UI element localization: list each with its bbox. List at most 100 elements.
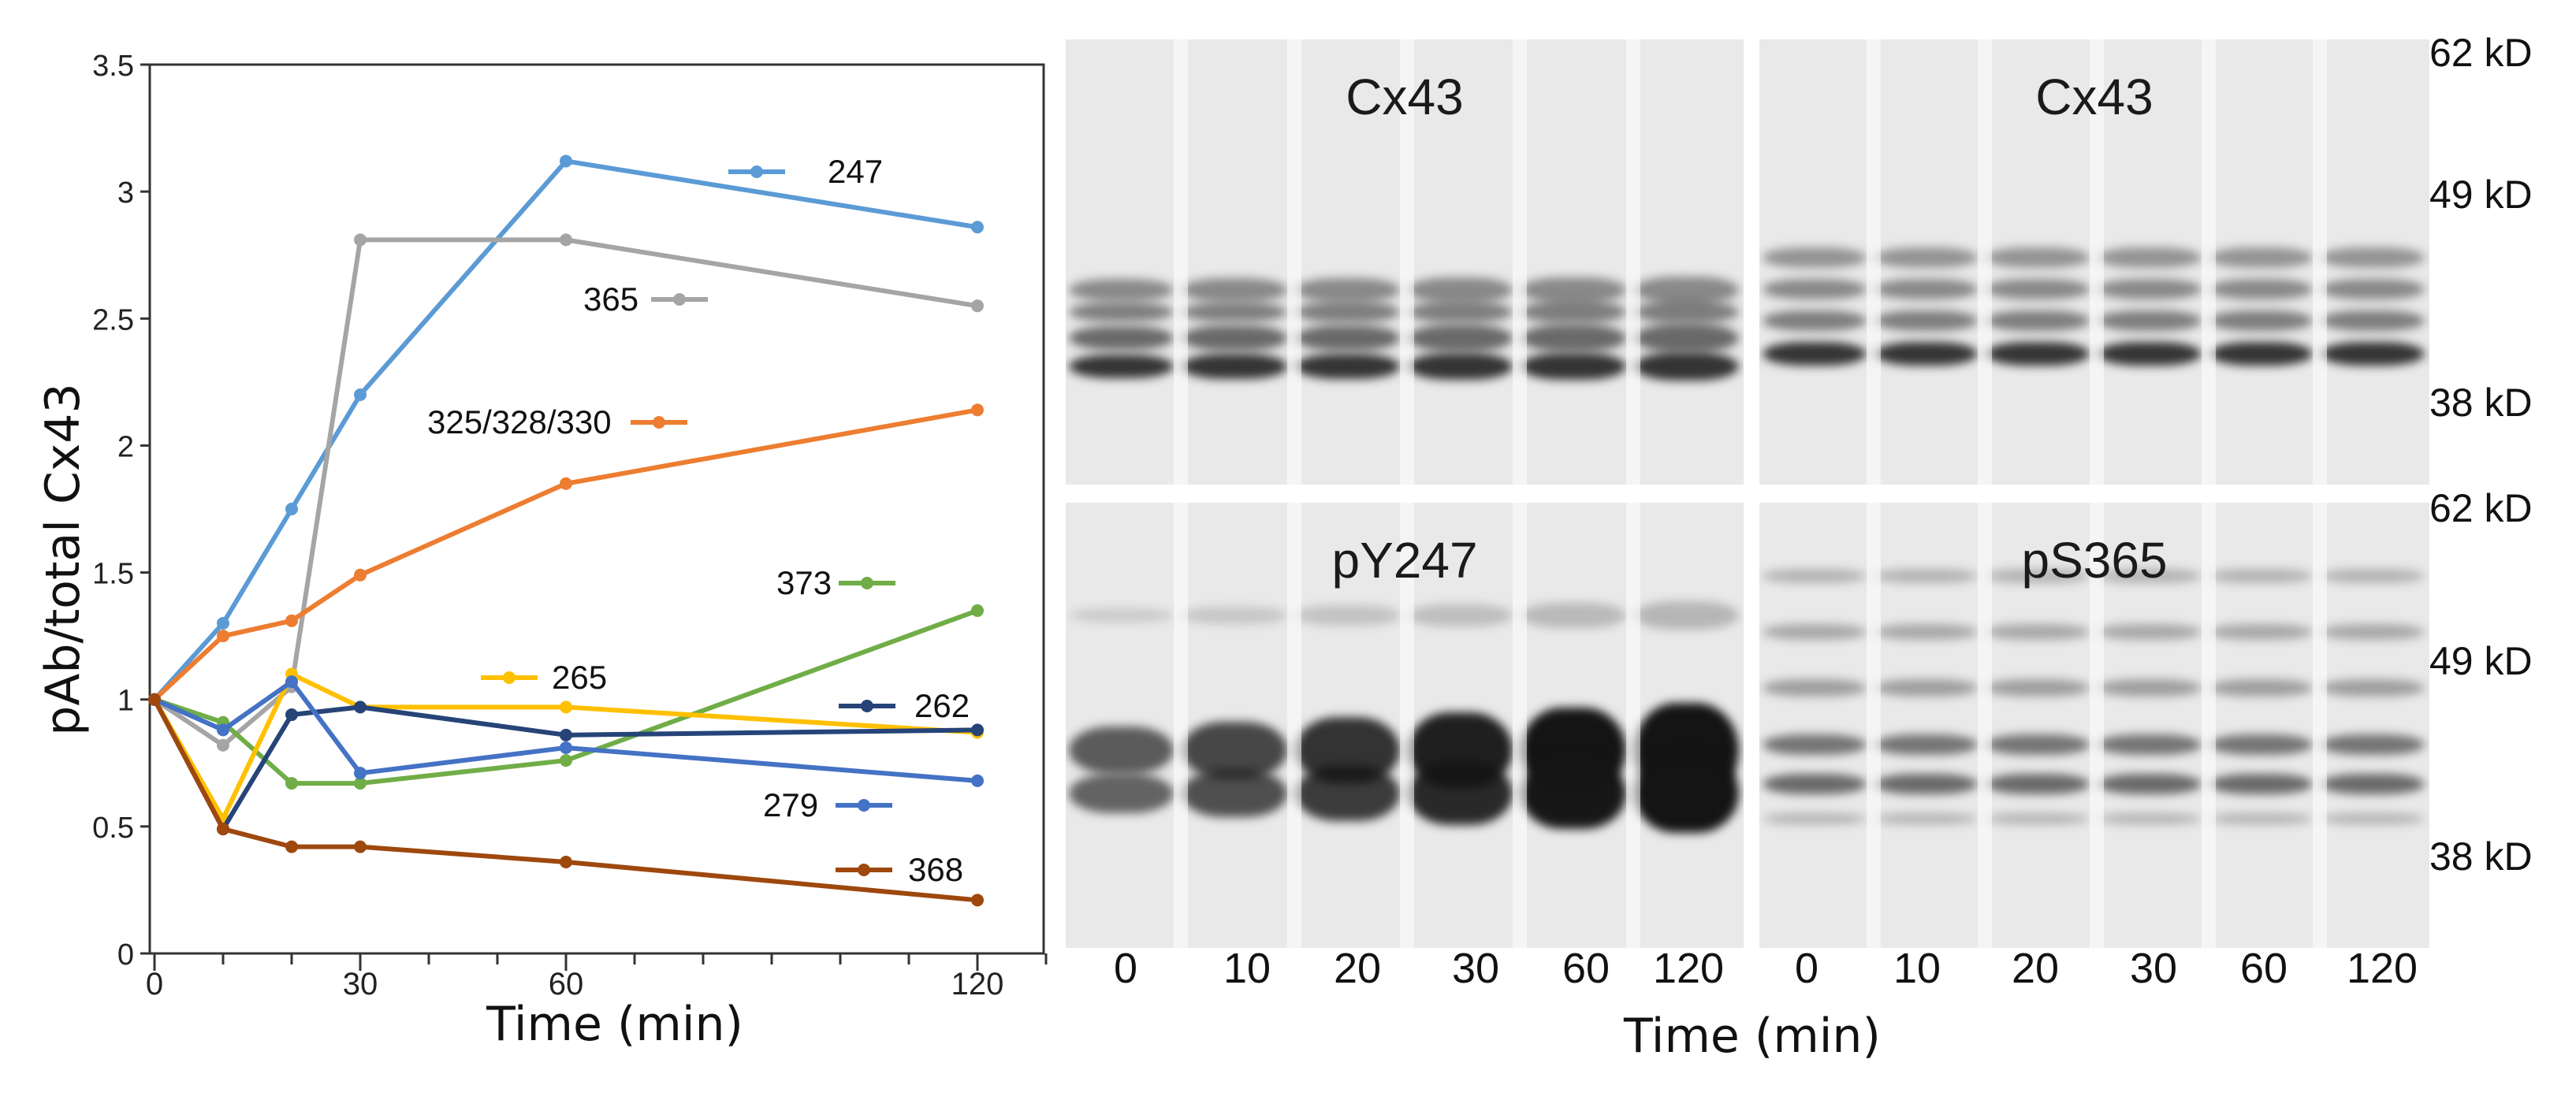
data-point (560, 855, 572, 868)
protein-band (1763, 310, 1867, 331)
lane-separator (1174, 39, 1189, 485)
data-point (354, 701, 367, 714)
lane-separator (1978, 503, 1993, 948)
blot-panel-cx43-left: Cx43 (1066, 39, 1744, 485)
lane-label: 20 (2011, 945, 2060, 992)
protein-band (1874, 774, 1979, 794)
protein-band (2321, 624, 2425, 640)
protein-band (1874, 734, 1979, 755)
lane-label: 60 (2239, 945, 2288, 992)
protein-band (2321, 569, 2425, 583)
protein-band (1069, 727, 1174, 774)
protein-band (2321, 342, 2425, 366)
protein-band (1182, 354, 1287, 379)
protein-band (2321, 310, 2425, 331)
protein-band (2098, 679, 2202, 697)
protein-band (2098, 624, 2202, 640)
lane-separator (2201, 503, 2216, 948)
protein-band (1294, 325, 1400, 351)
protein-band (2321, 734, 2425, 755)
protein-band (2209, 279, 2314, 299)
legend-marker (503, 671, 516, 684)
protein-band (1763, 569, 1867, 583)
legend-label: 247 (828, 153, 883, 190)
blot-title: pS365 (2021, 532, 2168, 589)
legend-label: 325/328/330 (427, 403, 612, 440)
protein-band (1069, 326, 1174, 350)
blot-x-axis-label: Time (min) (1624, 1009, 1881, 1064)
protein-band (1874, 679, 1979, 697)
lane-separator (1400, 503, 1414, 948)
line-chart: 0 0.5 1 1.5 2 2.5 3 3.5 0 30 60 120 247 365 325/328/3… (35, 50, 1048, 1052)
protein-band (1408, 325, 1513, 351)
protein-band (1294, 766, 1400, 821)
y-tick-label: 2.5 (92, 303, 134, 336)
y-tick-label: 2 (117, 430, 134, 463)
protein-band (1763, 774, 1867, 794)
data-point (560, 728, 572, 741)
blot-lane (1763, 503, 1867, 948)
protein-band (1874, 247, 1979, 268)
data-point (354, 568, 367, 582)
data-point (217, 617, 229, 630)
data-point (354, 777, 367, 790)
data-point (971, 403, 984, 417)
protein-band (1874, 342, 1979, 366)
marker-62kd-top: 62 kD (2429, 31, 2533, 75)
protein-band (1874, 569, 1979, 583)
protein-band (1986, 734, 2090, 755)
protein-band (1521, 301, 1626, 323)
legend-label: 365 (583, 281, 638, 318)
blot-lane (1521, 39, 1626, 485)
protein-band (1633, 601, 1739, 630)
blot-lane (1069, 503, 1174, 948)
lane-label: 120 (1652, 945, 1725, 992)
lane-label: 10 (1893, 945, 1941, 992)
data-point (285, 777, 298, 790)
protein-band (1408, 277, 1513, 303)
legend-marker (861, 577, 873, 589)
blot-lane (1294, 503, 1400, 948)
legend-label: 368 (908, 851, 963, 888)
protein-band (2209, 813, 2314, 824)
lane-separator (1400, 39, 1414, 485)
y-axis-label: pAb/total Cx43 (35, 383, 91, 735)
data-point (354, 840, 367, 853)
lane-separator (1625, 39, 1640, 485)
protein-band (1069, 608, 1174, 622)
protein-band (2209, 734, 2314, 755)
blot-lane (2321, 503, 2425, 948)
blot-title: Cx43 (1346, 69, 1464, 125)
y-tick-label: 0 (117, 938, 134, 972)
blot-lane (1633, 39, 1739, 485)
x-axis-label: Time (min) (486, 997, 743, 1052)
protein-band (1874, 279, 1979, 299)
marker-62kd-bottom: 62 kD (2429, 486, 2533, 530)
legend-marker (750, 165, 763, 178)
protein-band (2209, 569, 2314, 583)
blot-lane (1633, 503, 1739, 948)
protein-band (1182, 770, 1287, 817)
blot-panel-cx43-right: Cx43 (1759, 39, 2429, 485)
lane-label: 10 (1223, 945, 1271, 992)
data-point (285, 614, 298, 627)
data-point (354, 767, 367, 780)
series-line-265 (152, 671, 978, 822)
blot-title: pY247 (1331, 532, 1478, 589)
marker-49kd-bottom: 49 kD (2429, 639, 2533, 683)
lane-separator (1286, 503, 1301, 948)
data-point (560, 154, 572, 168)
protein-band (1986, 247, 2090, 268)
protein-band (2098, 247, 2202, 268)
data-point (285, 503, 298, 515)
lane-label: 30 (2129, 945, 2178, 992)
data-point (971, 604, 984, 617)
protein-band (1408, 762, 1513, 825)
marker-38kd-top: 38 kD (2429, 381, 2533, 425)
protein-band (1763, 342, 1867, 366)
protein-band (1874, 624, 1979, 640)
protein-band (1521, 277, 1626, 303)
lane-separator (1866, 503, 1881, 948)
protein-band (2321, 679, 2425, 697)
data-point (148, 693, 161, 706)
